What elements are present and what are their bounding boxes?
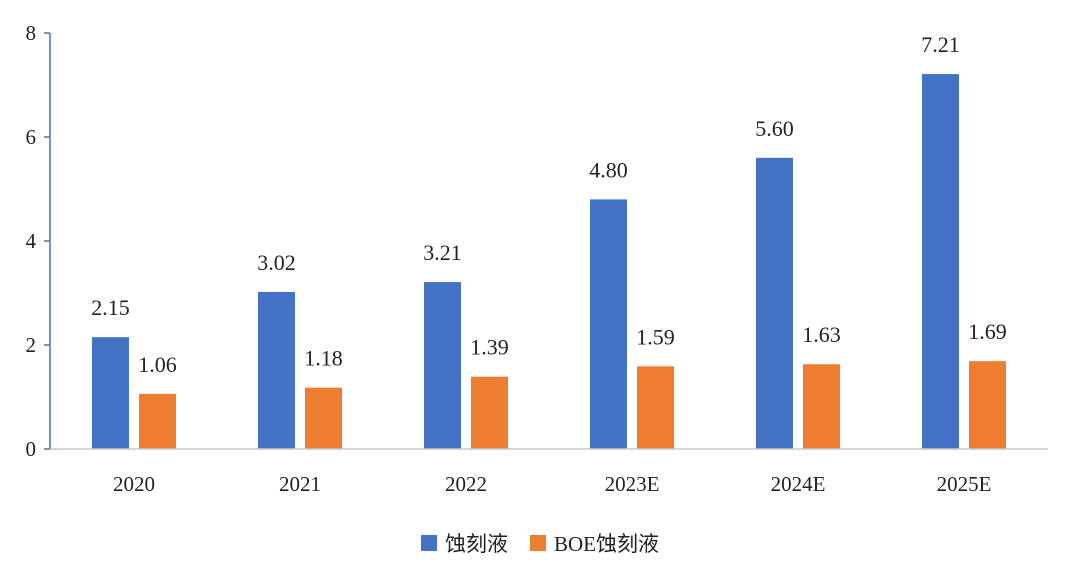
data-label-series-2: 1.59 <box>636 324 675 349</box>
y-tick-label: 4 <box>26 229 37 253</box>
data-label-series-1: 3.02 <box>257 250 296 275</box>
bar-series-1 <box>590 199 627 449</box>
data-label-series-2: 1.63 <box>802 322 841 347</box>
bar-series-2 <box>471 376 508 449</box>
legend-label-series-2: BOE蚀刻液 <box>554 532 659 556</box>
y-tick-label: 0 <box>26 437 37 461</box>
data-label-series-2: 1.69 <box>968 319 1007 344</box>
legend-item-series-1: 蚀刻液 <box>421 528 508 558</box>
bar-series-2 <box>139 393 176 449</box>
data-label-series-1: 5.60 <box>755 116 794 141</box>
legend-swatch-series-1 <box>421 535 437 551</box>
data-label-series-1: 4.80 <box>589 157 628 182</box>
data-label-series-2: 1.18 <box>304 346 343 371</box>
x-tick-label: 2022 <box>445 472 487 496</box>
data-label-series-1: 3.21 <box>423 240 462 265</box>
x-tick-label: 2021 <box>279 472 321 496</box>
x-tick-label: 2024E <box>771 472 826 496</box>
legend-swatch-series-2 <box>530 535 546 551</box>
legend-item-series-2: BOE蚀刻液 <box>530 528 659 558</box>
legend: 蚀刻液 BOE蚀刻液 <box>0 528 1080 558</box>
bar-series-2 <box>969 361 1006 449</box>
bar-series-1 <box>92 337 129 449</box>
bar-chart: 0 2 4 6 8 2.15 1.06 2020 3.02 1.18 2021 3.21 1.39 202… <box>26 21 1048 496</box>
y-tick-label: 2 <box>26 333 37 357</box>
y-tick-label: 6 <box>26 125 37 149</box>
data-label-series-1: 2.15 <box>91 295 130 320</box>
bar-series-1 <box>922 74 959 449</box>
bar-series-1 <box>424 282 461 449</box>
data-label-series-2: 1.39 <box>470 335 509 360</box>
bar-series-2 <box>305 387 342 449</box>
bar-series-2 <box>803 364 840 449</box>
x-tick-label: 2020 <box>113 472 155 496</box>
data-label-series-2: 1.06 <box>138 352 177 377</box>
x-tick-label: 2023E <box>605 472 660 496</box>
y-tick-label: 8 <box>26 21 37 45</box>
bar-series-1 <box>258 291 295 449</box>
bar-series-2 <box>637 366 674 449</box>
bar-series-1 <box>756 157 793 450</box>
x-tick-label: 2025E <box>937 472 992 496</box>
data-label-series-1: 7.21 <box>921 32 960 57</box>
legend-label-series-1: 蚀刻液 <box>445 532 508 556</box>
